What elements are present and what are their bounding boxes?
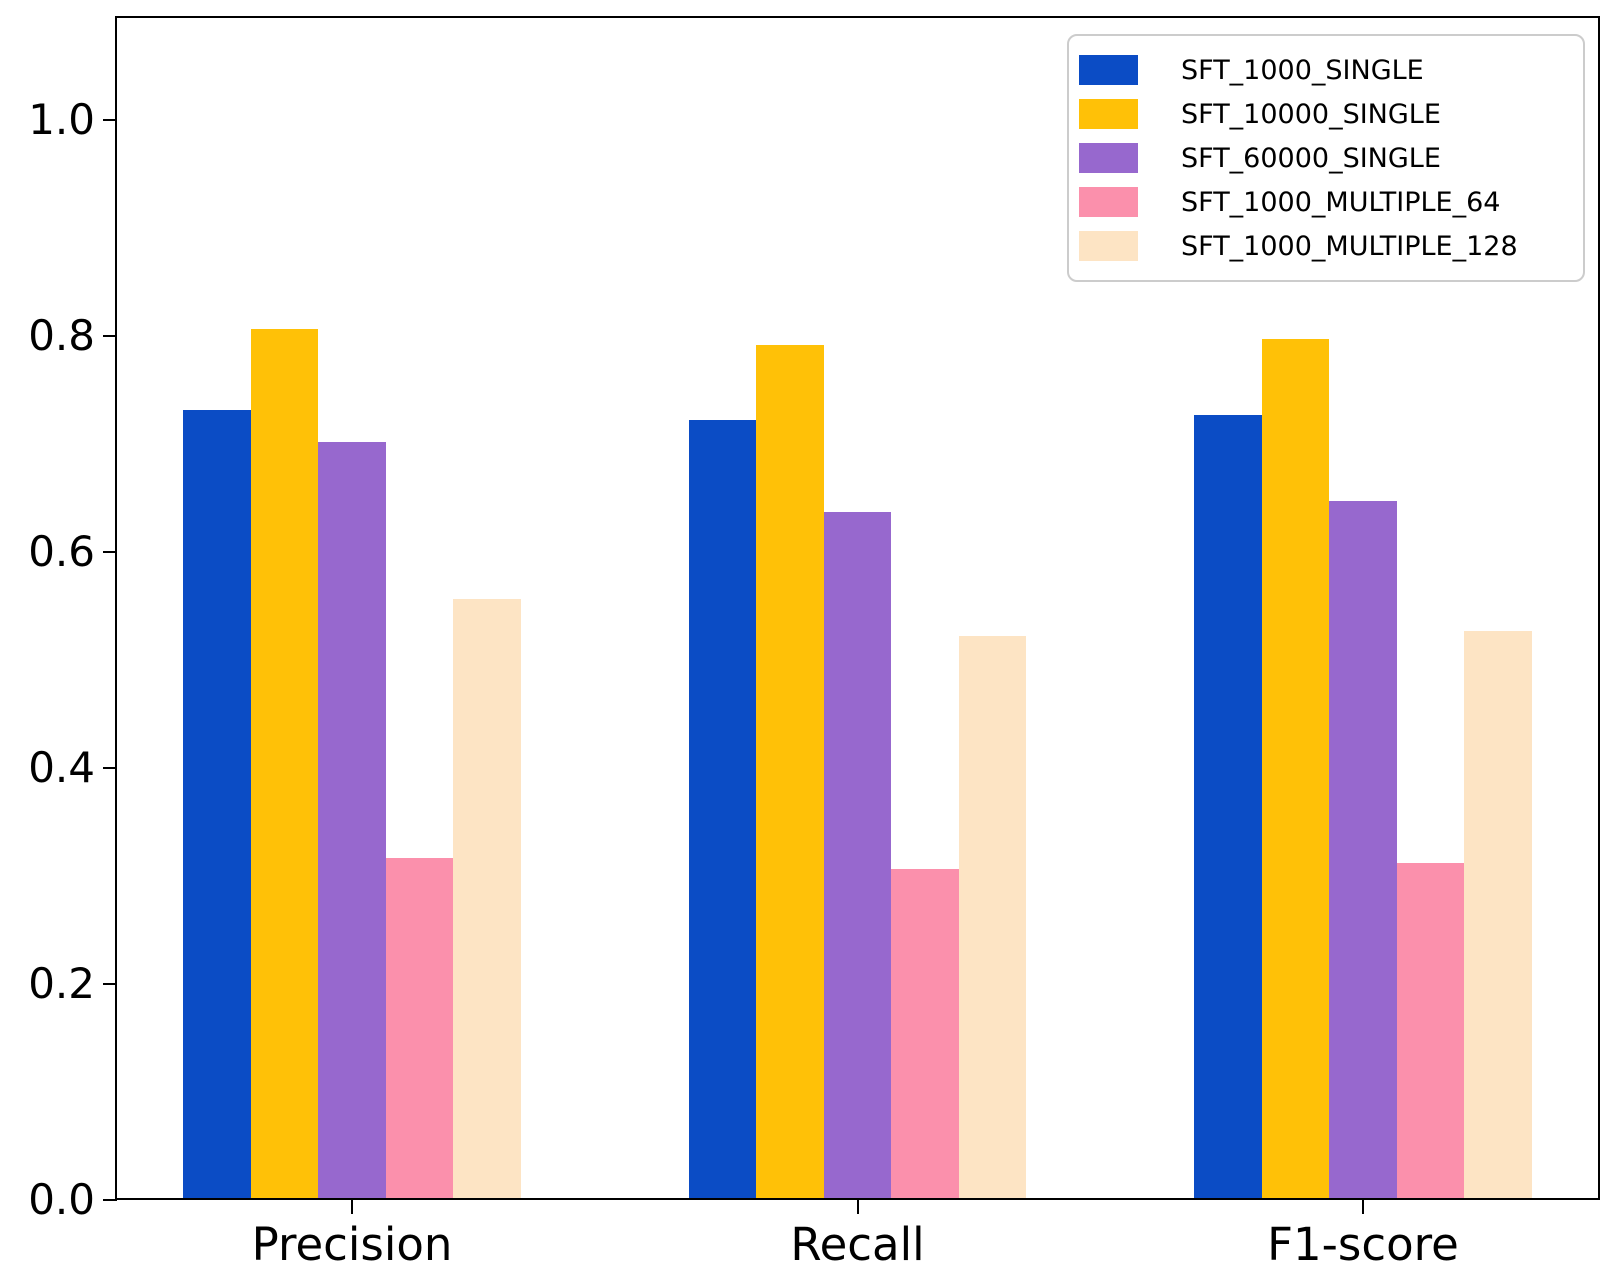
- y-axis-tick-mark: [103, 335, 117, 337]
- legend-entry-sft-1000-single: SFT_1000_SINGLE: [1079, 55, 1567, 85]
- legend-swatch: [1079, 231, 1138, 261]
- bar-sft-1000-single-precision: [183, 409, 251, 1198]
- legend-label: SFT_10000_SINGLE: [1181, 98, 1441, 130]
- legend-swatch: [1079, 143, 1138, 173]
- legend-entry-sft-60000-single: SFT_60000_SINGLE: [1079, 143, 1567, 173]
- legend: SFT_1000_SINGLE SFT_10000_SINGLE SFT_60000…: [1067, 34, 1585, 282]
- legend-swatch: [1079, 55, 1138, 85]
- bar-sft-1000-multiple-128-f1-score: [1464, 631, 1532, 1198]
- x-axis-tick-mark: [1362, 1200, 1364, 1214]
- plot-area: SFT_1000_SINGLE SFT_10000_SINGLE SFT_60000…: [115, 16, 1600, 1200]
- x-axis-tick-mark: [351, 1200, 353, 1214]
- y-axis-tick-mark: [103, 551, 117, 553]
- bar-sft-1000-multiple-128-recall: [958, 636, 1027, 1198]
- bar-sft-1000-single-recall: [688, 420, 757, 1198]
- x-axis-label-f1-score: F1-score: [1267, 1218, 1459, 1271]
- y-axis-tick-label: 0.0: [28, 1175, 95, 1224]
- x-axis-label-recall: Recall: [790, 1218, 925, 1271]
- y-axis-tick-mark: [103, 767, 117, 769]
- y-axis-tick-label: 0.6: [28, 527, 95, 576]
- legend-label: SFT_60000_SINGLE: [1181, 142, 1441, 174]
- bar-sft-10000-single-recall: [756, 344, 824, 1198]
- legend-swatch: [1079, 187, 1138, 217]
- bar-sft-10000-single-precision: [250, 328, 319, 1198]
- bar-sft-1000-single-f1-score: [1194, 415, 1262, 1198]
- y-axis-tick-label: 0.4: [28, 743, 95, 792]
- x-axis-label-precision: Precision: [251, 1218, 453, 1271]
- legend-entry-sft-1000-multiple-128: SFT_1000_MULTIPLE_128: [1079, 231, 1567, 261]
- y-axis-tick-label: 0.2: [28, 959, 95, 1008]
- legend-label: SFT_1000_MULTIPLE_64: [1181, 186, 1501, 218]
- bar-sft-10000-single-f1-score: [1261, 339, 1330, 1198]
- y-axis-tick-mark: [103, 983, 117, 985]
- bar-sft-60000-single-f1-score: [1329, 501, 1397, 1198]
- y-axis-tick-label: 0.8: [28, 311, 95, 360]
- bar-sft-1000-multiple-64-f1-score: [1396, 863, 1465, 1198]
- bar-sft-1000-multiple-64-recall: [891, 868, 959, 1198]
- legend-label: SFT_1000_MULTIPLE_128: [1181, 230, 1518, 262]
- x-axis-tick-mark: [856, 1200, 859, 1214]
- legend-entry-sft-1000-multiple-64: SFT_1000_MULTIPLE_64: [1079, 187, 1567, 217]
- legend-swatch: [1079, 99, 1138, 129]
- bar-sft-1000-multiple-64-precision: [385, 857, 454, 1198]
- legend-entry-sft-10000-single: SFT_10000_SINGLE: [1079, 99, 1567, 129]
- y-axis-tick-mark: [103, 119, 117, 121]
- y-axis-tick-mark: [103, 1199, 117, 1201]
- bar-sft-60000-single-precision: [318, 442, 386, 1198]
- y-axis-tick-label: 1.0: [28, 95, 95, 144]
- bar-sft-60000-single-recall: [823, 512, 892, 1198]
- bar-sft-1000-multiple-128-precision: [453, 598, 521, 1198]
- legend-label: SFT_1000_SINGLE: [1181, 54, 1424, 86]
